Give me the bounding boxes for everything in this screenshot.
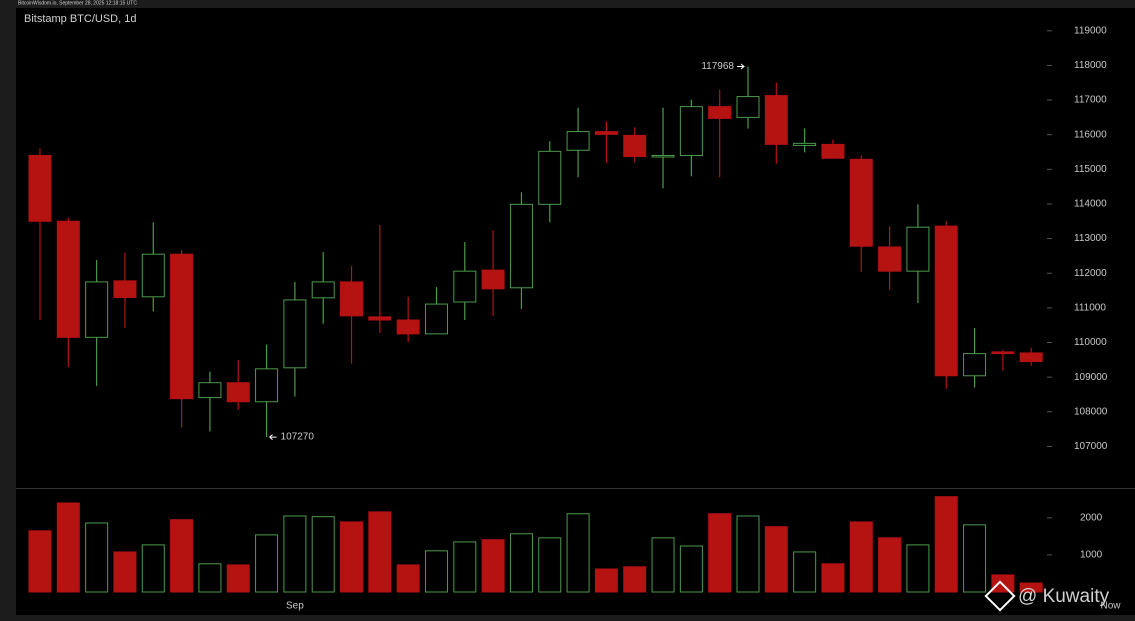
volume-bar: [708, 513, 732, 593]
volume-bar: [424, 550, 448, 593]
candle-body: [963, 353, 987, 377]
volume-bar: [340, 521, 364, 593]
candle-body: [481, 269, 505, 290]
volume-bar: [113, 551, 137, 593]
volume-tick-label: 1000: [1080, 550, 1103, 561]
volume-bar: [906, 544, 930, 593]
candle-body: [623, 134, 647, 158]
chart-title: Bitstamp BTC/USD, 1d: [24, 13, 136, 25]
candle-body: [679, 106, 703, 156]
volume-bar: [934, 496, 958, 593]
volume-bar: [594, 568, 618, 593]
y-tick-label: 107000: [1074, 441, 1108, 452]
y-tick-label: 115000: [1074, 164, 1107, 175]
candle-body: [113, 280, 137, 298]
y-tick-label: 118000: [1074, 60, 1107, 71]
volume-bar: [283, 515, 307, 593]
candle-body: [283, 299, 307, 369]
candle-body: [509, 203, 533, 289]
y-tick-label: 119000: [1074, 25, 1107, 36]
y-tick-label: 110000: [1074, 337, 1107, 348]
low-arrow: [269, 434, 277, 440]
volume-bar: [255, 534, 279, 593]
candle-body: [594, 131, 618, 135]
y-tick-label: 111000: [1074, 303, 1106, 314]
candle-body: [934, 225, 958, 377]
volume-bar: [679, 545, 703, 593]
candle-body: [255, 368, 279, 403]
candle-body: [311, 281, 335, 299]
volume-bar: [736, 515, 760, 593]
volume-bar: [481, 539, 505, 593]
candle-body: [736, 96, 760, 118]
candle-body: [226, 382, 250, 403]
candle-body: [538, 150, 562, 205]
volume-bar: [396, 564, 420, 593]
candle-body: [424, 303, 448, 335]
volume-bar: [651, 537, 675, 593]
candle-body: [198, 382, 222, 399]
candle-body: [708, 106, 732, 119]
candle-body: [1019, 352, 1043, 363]
candle-body: [906, 226, 930, 272]
volume-bar: [566, 513, 590, 593]
volume-bar: [453, 541, 477, 593]
volume-bar: [1019, 582, 1043, 593]
high-annotation: 117968: [701, 61, 734, 72]
source: BitcoinWisdom.io, September 28, 2025 12:…: [18, 0, 137, 6]
volume-bar: [28, 530, 52, 593]
y-tick-label: 112000: [1074, 268, 1107, 279]
y-tick-label: 116000: [1074, 129, 1107, 140]
volume-bar: [85, 522, 109, 593]
volume-bar: [509, 533, 533, 593]
x-tick-label: Sep: [286, 601, 304, 612]
candle-body: [170, 253, 194, 400]
volume-bar: [821, 563, 845, 593]
candle-body: [396, 319, 420, 335]
x-end-label: Now: [1100, 601, 1121, 612]
candle-body: [849, 158, 873, 247]
volume-tick-label: 2000: [1080, 512, 1103, 523]
y-tick-label: 113000: [1074, 233, 1107, 244]
candle-body: [368, 316, 392, 321]
y-tick-label: 114000: [1074, 199, 1107, 210]
candle-body: [453, 270, 477, 303]
volume-bar: [793, 551, 817, 593]
volume-bar: [538, 537, 562, 593]
y-tick-label: 109000: [1074, 372, 1108, 383]
candle-body: [56, 220, 80, 338]
low-annotation: 107270: [281, 432, 315, 443]
watermark-text: @ Kuwaity: [1018, 586, 1110, 607]
high-arrow: [737, 63, 745, 70]
volume-bar: [170, 519, 194, 593]
volume-bar: [963, 524, 987, 593]
volume-bar: [226, 564, 250, 593]
y-tick-label: 108000: [1074, 406, 1108, 417]
volume-bar: [849, 521, 873, 593]
watermark: @ Kuwaity: [984, 580, 1110, 612]
candle-body: [793, 142, 817, 146]
candle-body: [340, 281, 364, 317]
y-tick-label: 117000: [1074, 95, 1107, 106]
volume-bar: [198, 563, 222, 593]
volume-bar: [878, 537, 902, 593]
candle-body: [651, 154, 675, 158]
candle-body: [85, 281, 109, 338]
volume-bar: [141, 544, 165, 593]
candle-body: [821, 143, 845, 159]
volume-bar: [368, 511, 392, 593]
candle-body: [991, 351, 1015, 355]
candle-body: [878, 246, 902, 272]
volume-bar: [311, 516, 335, 593]
candle-body: [566, 131, 590, 151]
candle-body: [28, 154, 52, 222]
volume-bar: [623, 566, 647, 593]
volume-bar: [764, 526, 788, 593]
watermark-logo: [984, 580, 1016, 612]
volume-bar: [56, 502, 80, 593]
candle-body: [764, 95, 788, 145]
candle-body: [141, 253, 165, 298]
